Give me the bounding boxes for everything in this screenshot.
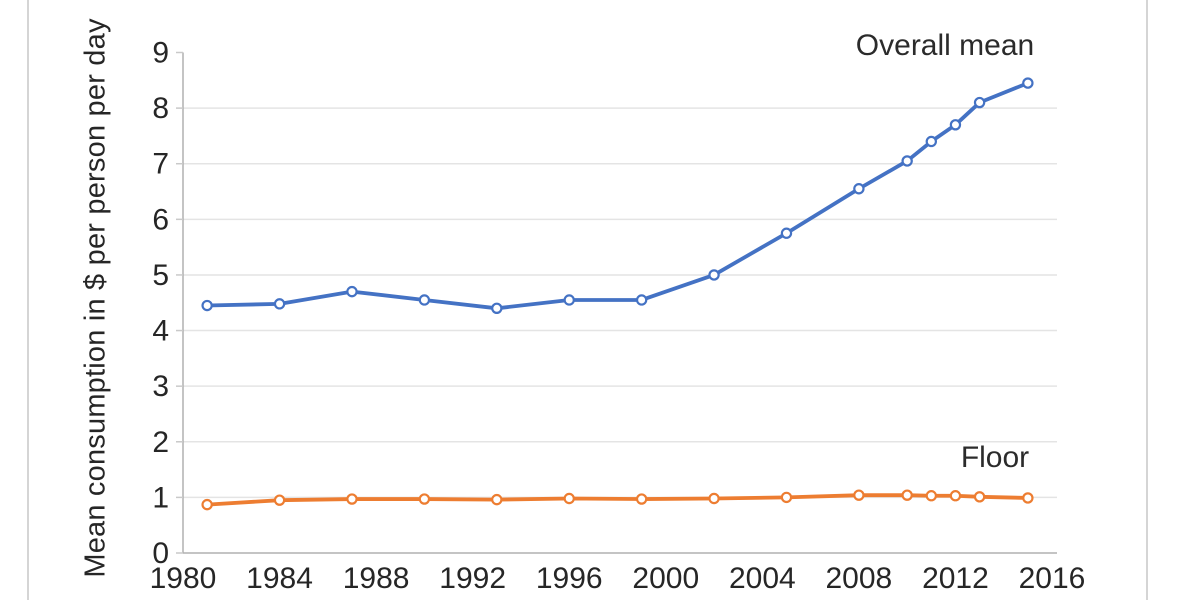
y-tick-label: 3	[152, 370, 169, 403]
y-tick-label: 4	[152, 315, 169, 348]
data-point-marker-overall-mean	[346, 285, 358, 298]
data-point-marker-floor	[346, 493, 358, 505]
data-point-marker-floor	[491, 493, 503, 506]
data-point-marker-floor	[925, 490, 938, 502]
data-point-marker-floor	[563, 492, 575, 505]
data-point-marker-overall-mean	[635, 294, 648, 306]
data-point-marker-overall-mean	[201, 299, 213, 312]
x-tick-label: 2016	[1019, 562, 1086, 595]
y-tick-label: 9	[152, 37, 169, 70]
x-tick-label: 2004	[729, 562, 796, 595]
data-point-marker-floor	[853, 489, 865, 501]
y-axis-title: Mean consumption in $ per person per day	[79, 18, 112, 578]
page-right-border	[1146, 0, 1148, 600]
data-point-marker-overall-mean	[418, 294, 431, 306]
y-tick-label: 0	[152, 537, 169, 570]
y-tick-label: 6	[152, 203, 169, 236]
page-left-border	[27, 0, 29, 600]
data-point-marker-floor	[418, 493, 431, 505]
y-tick-label: 2	[152, 426, 169, 459]
data-point-marker-floor	[949, 490, 962, 502]
x-tick-label: 1984	[246, 562, 313, 595]
y-tick-label: 1	[152, 481, 169, 514]
data-point-marker-overall-mean	[563, 294, 575, 306]
data-point-marker-overall-mean	[708, 269, 720, 281]
y-tick-label: 5	[152, 259, 169, 292]
data-point-marker-overall-mean	[925, 135, 938, 148]
data-point-marker-floor	[780, 491, 793, 504]
x-tick-label: 1980	[150, 562, 217, 595]
data-point-marker-overall-mean	[273, 298, 286, 310]
y-tick-label: 7	[152, 148, 169, 181]
data-point-marker-floor	[973, 491, 986, 503]
data-point-marker-overall-mean	[853, 183, 865, 195]
x-tick-label: 2012	[922, 562, 989, 595]
data-point-marker-overall-mean	[973, 96, 986, 109]
data-point-marker-overall-mean	[1022, 77, 1034, 89]
y-tick-label: 8	[152, 92, 169, 125]
data-point-marker-floor	[901, 489, 913, 501]
data-point-marker-floor	[201, 498, 213, 511]
data-point-marker-overall-mean	[780, 227, 793, 239]
series-label-overall-mean: Overall mean	[855, 29, 1035, 62]
x-tick-label: 2000	[632, 562, 699, 595]
x-tick-label: 1988	[343, 562, 410, 595]
data-point-marker-floor	[1022, 492, 1034, 504]
data-point-marker-overall-mean	[491, 302, 503, 315]
data-point-marker-floor	[635, 493, 648, 505]
x-tick-label: 2008	[826, 562, 893, 595]
data-point-marker-overall-mean	[901, 155, 913, 167]
data-point-marker-floor	[708, 492, 720, 505]
x-tick-label: 1992	[439, 562, 506, 595]
data-point-marker-overall-mean	[949, 119, 962, 131]
series-label-floor: Floor	[960, 441, 1030, 474]
data-point-marker-floor	[273, 494, 286, 506]
x-tick-label: 1996	[536, 562, 603, 595]
